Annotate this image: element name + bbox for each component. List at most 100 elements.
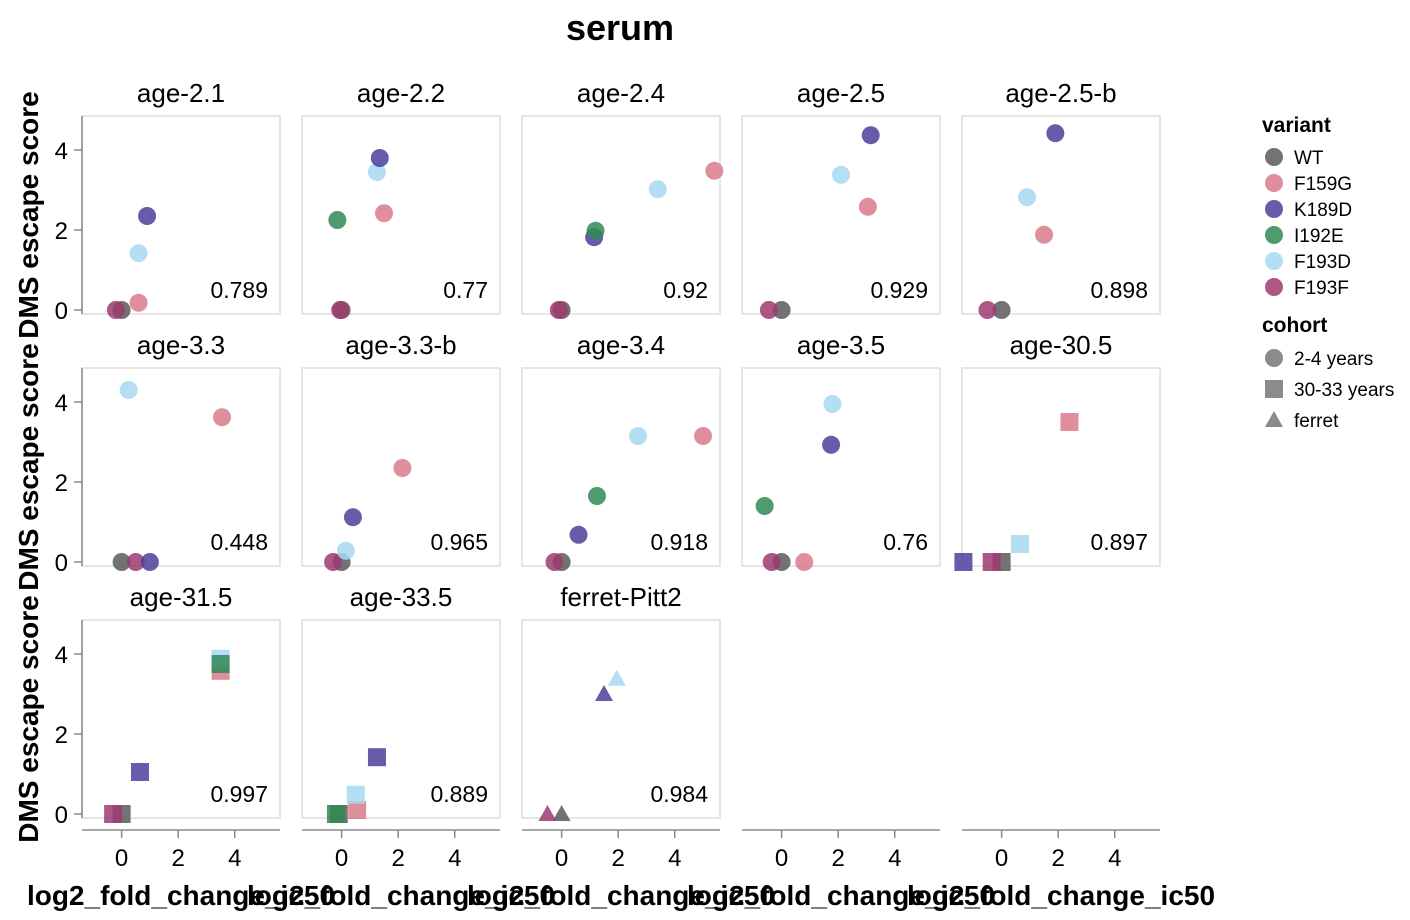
legend-shape-square xyxy=(1265,380,1283,398)
panel-age-2.5-b: age-2.5-b 0.898 xyxy=(961,78,1161,319)
data-point-F193F xyxy=(545,553,564,571)
data-point-F193F xyxy=(324,553,343,571)
panels: age-2.10240.789age-2.20.77age-2.40.92age… xyxy=(13,78,1215,911)
y-tick-label: 2 xyxy=(55,470,68,497)
data-point-F193D xyxy=(832,165,850,184)
panel-age-3.3-b: age-3.3-b 0.965 xyxy=(301,330,501,571)
legend-swatch-WT xyxy=(1265,148,1283,166)
correlation-label: 0.76 xyxy=(883,529,928,555)
y-tick-label: 2 xyxy=(55,218,68,245)
x-tick-label: 4 xyxy=(1108,845,1121,872)
correlation-label: 0.997 xyxy=(210,781,268,807)
data-point-I192E xyxy=(586,221,605,240)
x-tick-label: 0 xyxy=(775,845,788,872)
data-point-I192E xyxy=(328,211,347,229)
x-tick-label: 4 xyxy=(888,845,901,872)
legend-title-cohort: cohort xyxy=(1262,314,1327,337)
x-axis-col-2: 0 2 4 log2_fold_change_ic50 xyxy=(467,829,775,911)
data-point-F193F xyxy=(126,553,145,571)
data-point-F193D xyxy=(607,669,626,686)
legend-title-variant: variant xyxy=(1262,114,1331,137)
x-tick-label: 2 xyxy=(171,845,184,872)
panel-frame xyxy=(521,619,721,819)
data-point-F159G xyxy=(1060,413,1079,431)
legend-label-F193D: F193D xyxy=(1294,252,1351,273)
legend-shape-triangle xyxy=(1265,411,1283,427)
panel-age-30.5: age-30.5 0.897 xyxy=(954,330,1161,571)
data-point-F193D xyxy=(119,381,138,399)
data-point-WT xyxy=(112,553,131,571)
chart-title: serum xyxy=(566,7,674,48)
legend-swatch-I192E xyxy=(1265,226,1283,244)
panel-title: age-3.3-b xyxy=(345,330,456,360)
data-point-F193D xyxy=(346,785,365,804)
legend-swatch-F159G xyxy=(1265,174,1283,192)
data-point-F193F xyxy=(759,301,778,319)
panel-title: age-3.5 xyxy=(797,330,885,360)
correlation-label: 0.92 xyxy=(663,277,708,303)
data-point-F193D xyxy=(648,180,667,199)
legend-label-I192E: I192E xyxy=(1294,226,1344,247)
data-point-K189D xyxy=(1046,124,1065,143)
data-point-F159G xyxy=(375,204,394,223)
legend-label-cohort: 30-33 years xyxy=(1294,380,1394,401)
data-point-F193F xyxy=(978,301,997,319)
panel-title: age-31.5 xyxy=(130,582,233,612)
data-point-K189D xyxy=(370,149,389,167)
panel-title: ferret-Pitt2 xyxy=(560,582,681,612)
data-point-K189D xyxy=(343,508,362,527)
correlation-label: 0.929 xyxy=(870,277,928,303)
data-point-F159G xyxy=(1035,225,1054,244)
x-axis-col-1: 0 2 4 log2_fold_change_ic50 xyxy=(247,829,555,911)
data-point-F159G xyxy=(213,408,232,427)
x-axis-title: log2_fold_change_ic50 xyxy=(687,880,995,911)
x-axis-title: log2_fold_change_ic50 xyxy=(27,880,335,911)
legend-swatch-F193D xyxy=(1265,252,1283,270)
panel-frame xyxy=(741,367,941,567)
data-point-F159G xyxy=(705,161,724,180)
x-tick-label: 0 xyxy=(335,845,348,872)
x-tick-label: 4 xyxy=(668,845,681,872)
panel-title: age-2.4 xyxy=(577,78,665,108)
correlation-label: 0.898 xyxy=(1090,277,1148,303)
panel-age-2.4: age-2.4 0.92 xyxy=(521,78,724,319)
panel-title: age-3.4 xyxy=(577,330,665,360)
data-point-F159G xyxy=(393,459,412,477)
data-point-F193F xyxy=(104,805,123,823)
data-point-F193F xyxy=(106,301,125,319)
x-tick-label: 0 xyxy=(115,845,128,872)
panel-frame xyxy=(301,115,501,315)
data-point-I192E xyxy=(211,655,230,673)
data-point-F159G xyxy=(129,293,148,312)
x-tick-label: 0 xyxy=(995,845,1008,872)
data-point-F193D xyxy=(823,395,842,413)
correlation-label: 0.448 xyxy=(210,529,268,555)
data-point-F193D xyxy=(1018,188,1037,207)
data-point-F159G xyxy=(795,553,814,571)
legend-label-cohort: ferret xyxy=(1294,411,1339,432)
panel-title: age-2.5 xyxy=(797,78,885,108)
x-axis-title: log2_fold_change_ic50 xyxy=(907,880,1215,911)
panel-age-31.5: age-31.5 0 2 4 0.997 xyxy=(55,582,281,829)
x-axis-col-0: 0 2 4 log2_fold_change_ic50 xyxy=(27,829,335,911)
x-axis-title: log2_fold_change_ic50 xyxy=(247,880,555,911)
panel-title: age-33.5 xyxy=(350,582,453,612)
panel-age-33.5: age-33.5 0.889 xyxy=(301,582,501,823)
x-axis-col-3: 0 2 4 log2_fold_change_ic50 xyxy=(687,829,995,911)
panel-frame xyxy=(301,367,501,567)
panel-title: age-2.2 xyxy=(357,78,445,108)
y-tick-label: 0 xyxy=(55,550,68,577)
data-point-I192E xyxy=(326,805,345,823)
correlation-label: 0.889 xyxy=(430,781,488,807)
legend: variant WT F159G K189D I192E F193D F193F cohort… xyxy=(1262,114,1394,432)
data-point-I192E xyxy=(755,497,774,515)
panel-age-3.5: age-3.5 0.76 xyxy=(741,330,941,571)
panel-age-3.4: age-3.4 0.918 xyxy=(521,330,721,571)
legend-label-WT: WT xyxy=(1294,148,1324,169)
data-point-F159G xyxy=(858,197,877,216)
data-point-F193F xyxy=(549,301,568,319)
y-tick-label: 0 xyxy=(55,802,68,829)
legend-shape-circle xyxy=(1265,349,1283,367)
x-tick-label: 2 xyxy=(1051,845,1064,872)
